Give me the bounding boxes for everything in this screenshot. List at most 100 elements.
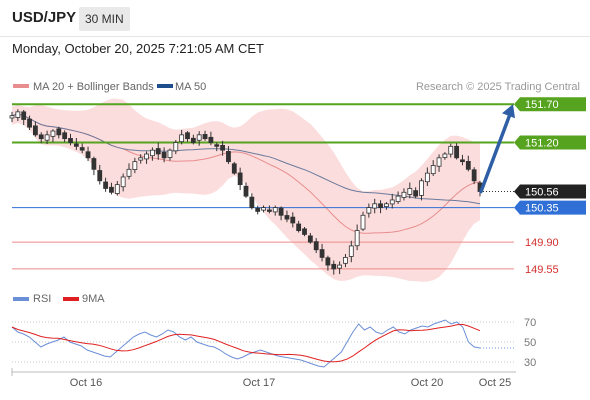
candle-body xyxy=(237,172,243,186)
candle-body xyxy=(331,263,337,270)
candle-body xyxy=(50,130,56,137)
candle-body xyxy=(126,168,132,177)
level-badge-150-35 xyxy=(514,200,586,215)
rsi-legend-swatch xyxy=(13,297,29,301)
candle-body xyxy=(337,264,343,269)
candle-body xyxy=(307,235,313,243)
timeframe-button[interactable]: 30 MIN xyxy=(79,7,130,31)
candle-body xyxy=(313,241,319,251)
candle-body xyxy=(9,115,15,119)
candle-body xyxy=(62,132,68,140)
candle-body xyxy=(401,191,407,198)
candle-body xyxy=(173,142,179,152)
forecast-arrow-shaft xyxy=(479,112,512,194)
candle-body xyxy=(360,214,366,230)
forecast-arrow-head xyxy=(502,104,515,119)
candle-body xyxy=(138,157,144,161)
x-tick-label-3: Oct 25 xyxy=(479,377,511,389)
level-badge-151-20 xyxy=(514,135,586,150)
candle-body xyxy=(284,215,290,220)
level-label-149-55: 149.55 xyxy=(525,264,559,276)
level-label-149-90: 149.90 xyxy=(525,237,559,249)
candle-body xyxy=(79,147,85,151)
rsi-ma-legend-swatch xyxy=(63,297,79,301)
candle-body xyxy=(190,137,196,143)
candle-body xyxy=(179,134,185,143)
level-label-150-35: 150.35 xyxy=(525,203,559,215)
candle-body xyxy=(255,207,261,212)
candle-body xyxy=(167,149,173,158)
level-label-151-20: 151.20 xyxy=(525,138,559,150)
candle-body xyxy=(144,153,149,160)
candle-body xyxy=(202,134,208,140)
rsi-tick-70: 70 xyxy=(524,317,536,329)
candle-body xyxy=(471,169,477,182)
candle-body xyxy=(430,165,436,175)
rsi-legend-label: RSI xyxy=(33,293,51,305)
candle-body xyxy=(436,157,442,167)
x-tick-label-2: Oct 20 xyxy=(411,377,443,389)
candle-body xyxy=(91,158,97,170)
symbol-title: USD/JPY xyxy=(12,9,77,26)
candle-body xyxy=(243,185,249,197)
bb-legend-swatch xyxy=(13,84,29,88)
candle-body xyxy=(114,184,120,194)
candle-body xyxy=(407,188,413,195)
candle-body xyxy=(372,203,378,209)
candle-body xyxy=(73,143,79,147)
candle-body xyxy=(348,245,354,257)
candle-body xyxy=(448,145,454,155)
candle-body xyxy=(319,249,325,258)
rsi-ma-legend-label: 9MA xyxy=(82,293,105,305)
candle-body xyxy=(302,228,307,235)
candle-body xyxy=(38,134,44,140)
rsi-ma-line xyxy=(11,323,481,363)
candle-body xyxy=(132,161,138,170)
ma50-legend-label: MA 50 xyxy=(175,81,206,93)
candle-body xyxy=(231,163,237,174)
header-divider xyxy=(0,36,590,37)
candle-body xyxy=(97,170,103,182)
level-badge-151-70 xyxy=(514,97,586,112)
candle-body xyxy=(296,223,302,232)
candle-body xyxy=(15,111,21,118)
candle-body xyxy=(249,196,255,209)
candle-body xyxy=(378,203,383,209)
candle-body xyxy=(208,136,214,143)
candle-body xyxy=(272,207,278,213)
candle-body xyxy=(155,148,161,155)
candle-body xyxy=(343,257,348,264)
candle-body xyxy=(220,145,226,151)
candle-body xyxy=(85,151,91,159)
candle-body xyxy=(56,128,62,136)
candle-body xyxy=(266,209,272,212)
x-tick-label-1: Oct 17 xyxy=(243,377,275,389)
rsi-line xyxy=(11,319,481,368)
rsi-tick-30: 30 xyxy=(524,357,536,369)
level-label-151-70: 151.70 xyxy=(525,99,559,111)
datetime-label: Monday, October 20, 2025 7:21:05 AM CET xyxy=(12,41,264,56)
candle-body xyxy=(366,207,372,214)
candle-body xyxy=(109,186,114,193)
candle-body xyxy=(460,159,465,163)
candle-body xyxy=(161,151,167,159)
candle-body xyxy=(149,149,155,157)
candle-body xyxy=(278,207,284,216)
candle-body xyxy=(290,216,296,224)
candle-body xyxy=(27,118,32,128)
candle-body xyxy=(68,138,73,143)
candle-body xyxy=(21,111,27,120)
candle-body xyxy=(395,195,401,202)
candle-body xyxy=(226,151,231,163)
x-tick-label-0: Oct 16 xyxy=(70,377,102,389)
rsi-tick-50: 50 xyxy=(524,337,536,349)
candle-body xyxy=(424,172,430,183)
bb-legend-label: MA 20 + Bollinger Bands xyxy=(33,81,154,93)
bollinger-band-area xyxy=(12,98,480,282)
ma50-legend-swatch xyxy=(157,84,173,88)
candle-body xyxy=(185,132,190,140)
candle-body xyxy=(196,134,202,141)
candle-body xyxy=(354,230,360,247)
candle-body xyxy=(413,190,419,197)
